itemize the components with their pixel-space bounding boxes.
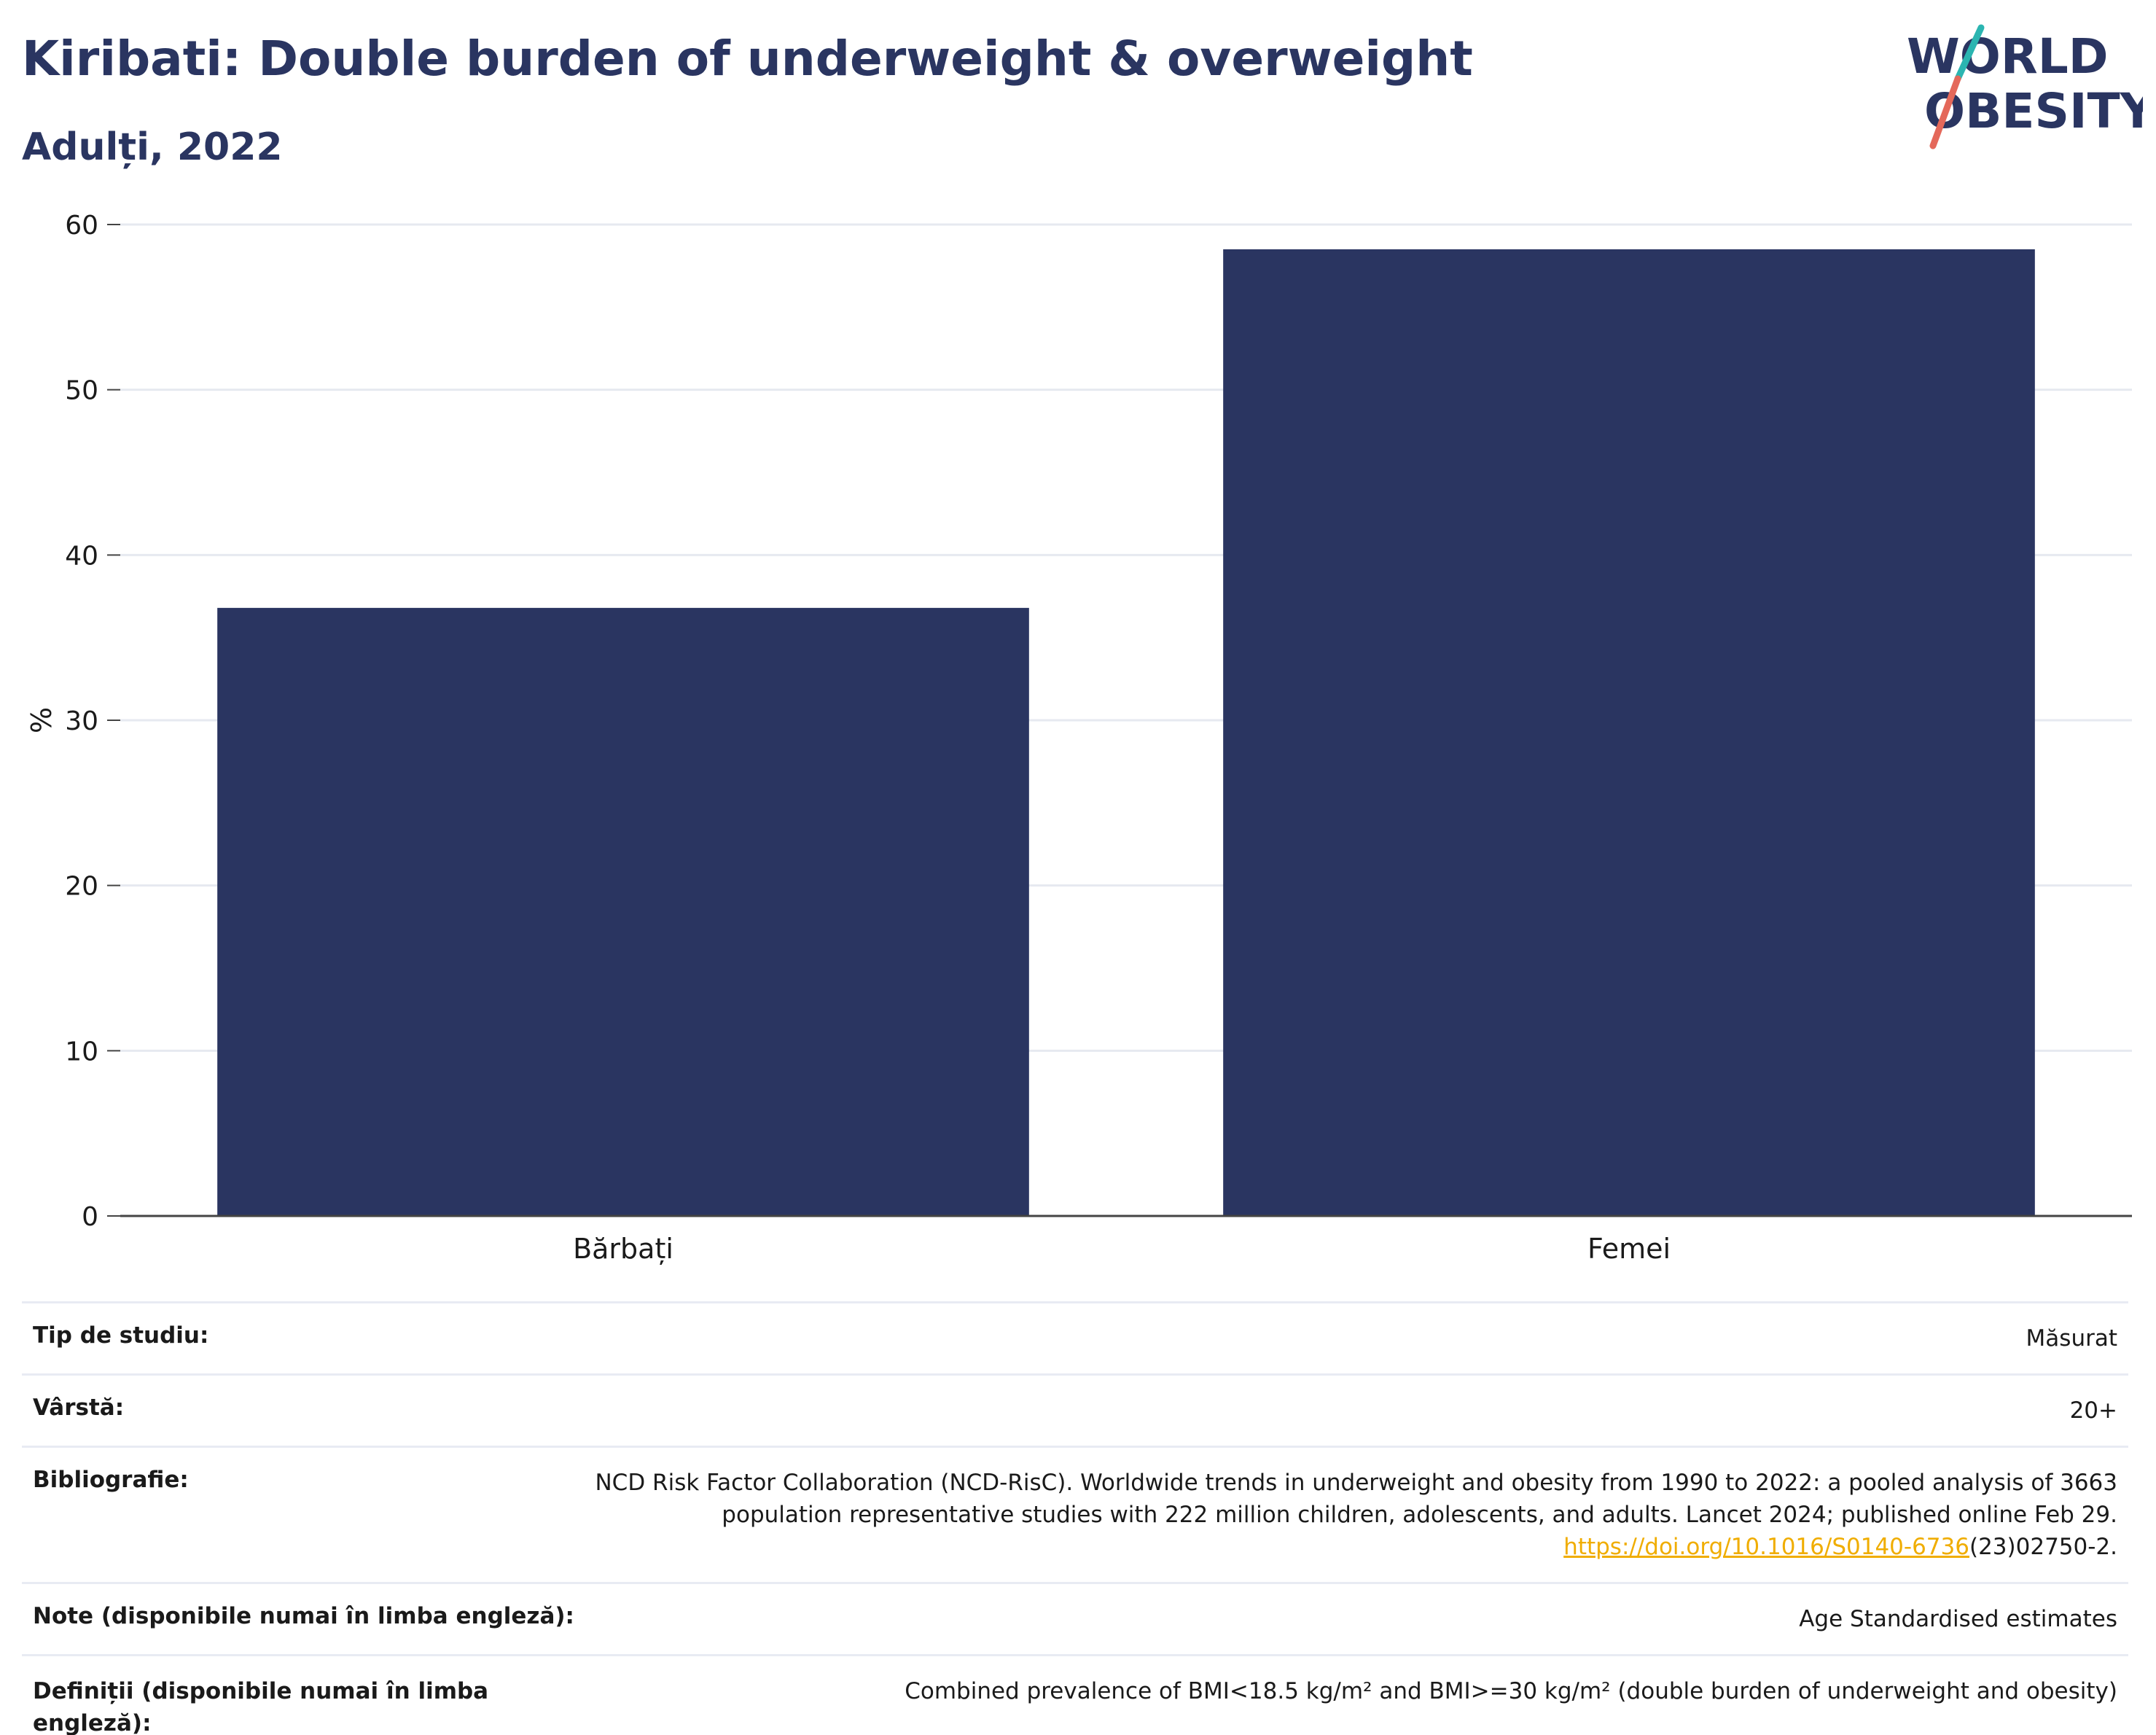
bar <box>217 607 1029 1216</box>
logo-slash-coral <box>1929 75 1961 149</box>
doi-suffix: (23)02750-2. <box>1969 1534 2117 1560</box>
notes-value: Age Standardised estimates <box>1799 1606 2117 1632</box>
x-category-label: Femei <box>1587 1233 1671 1265</box>
y-tick-label: 0 <box>82 1202 98 1232</box>
bibliography-label: Bibliografie: <box>33 1467 189 1493</box>
world-obesity-logo: WORLD OBESITY <box>1907 24 2143 149</box>
notes-row: Note (disponibile numai în limba engleză… <box>22 1582 2128 1654</box>
y-axis-title: % <box>26 707 58 733</box>
x-category-label: Bărbați <box>573 1233 673 1265</box>
y-tick-label: 30 <box>65 706 98 736</box>
y-tick-label: 60 <box>65 211 98 241</box>
study-type-value: Măsurat <box>2026 1325 2117 1352</box>
bibliography-row: Bibliografie: NCD Risk Factor Collaborat… <box>22 1446 2128 1582</box>
study-type-label: Tip de studiu: <box>33 1322 209 1349</box>
definitions-value: Combined prevalence of BMI<18.5 kg/m² an… <box>905 1678 2117 1704</box>
bibliography-text: NCD Risk Factor Collaboration (NCD-RisC)… <box>595 1470 2117 1528</box>
y-tick-label: 50 <box>65 376 98 406</box>
notes-label: Note (disponibile numai în limba engleză… <box>33 1603 574 1629</box>
study-type-row: Tip de studiu: Măsurat <box>22 1301 2128 1373</box>
page-subtitle: Adulți, 2022 <box>22 125 283 169</box>
definitions-row: Definiții (disponibile numai în limba en… <box>22 1654 2128 1735</box>
y-tick-label: 20 <box>65 872 98 902</box>
bar <box>1223 249 2035 1216</box>
page-title: Kiribati: Double burden of underweight &… <box>22 31 1473 87</box>
logo-line2: OBESITY <box>1924 83 2143 139</box>
age-row: Vârstă: 20+ <box>22 1373 2128 1446</box>
logo-slash-teal <box>1954 24 1985 82</box>
bar-chart: 0 10 20 30 40 50 60 Bărbați Femei% <box>26 211 2132 1265</box>
logo-line1: WORLD <box>1907 28 2109 85</box>
y-tick-label: 40 <box>65 541 98 571</box>
age-label: Vârstă: <box>33 1395 125 1421</box>
doi-link[interactable]: https://doi.org/10.1016/S0140-6736 <box>1563 1534 1969 1560</box>
definitions-label: Definiții (disponibile numai în limba en… <box>33 1678 489 1735</box>
info-table: Tip de studiu: Măsurat Vârstă: 20+ Bibli… <box>22 1301 2128 1735</box>
age-value: 20+ <box>2069 1397 2117 1424</box>
bibliography-value: NCD Risk Factor Collaboration (NCD-RisC)… <box>572 1467 2117 1563</box>
y-tick-label: 10 <box>65 1037 98 1067</box>
